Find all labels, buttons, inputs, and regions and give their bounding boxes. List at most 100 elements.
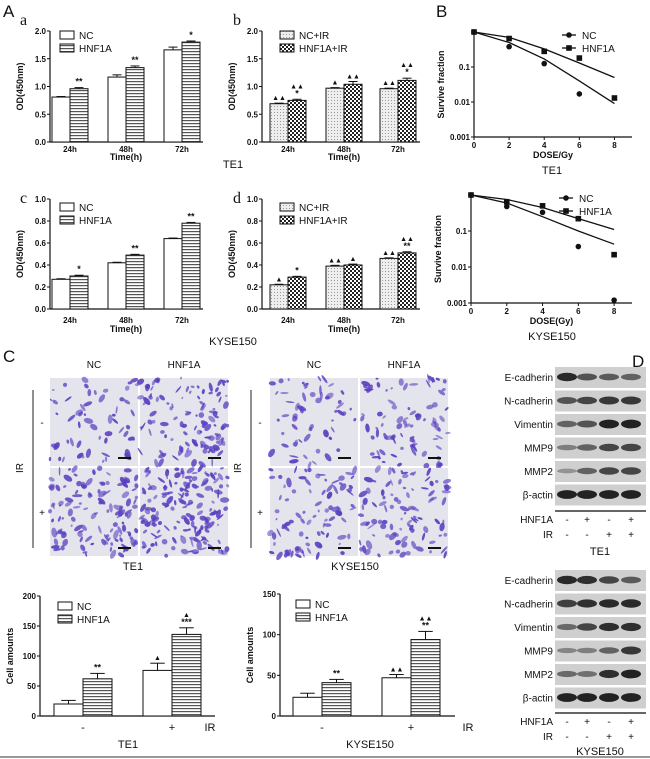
stained-cell bbox=[104, 437, 108, 444]
stained-cell bbox=[377, 553, 381, 558]
stained-cell bbox=[328, 383, 335, 387]
y-tick-label: 0 bbox=[32, 712, 37, 721]
x-tick-label: + bbox=[169, 722, 175, 734]
stained-cell bbox=[134, 495, 139, 500]
stained-cell bbox=[55, 412, 59, 416]
bar-NC bbox=[292, 696, 323, 717]
data-point-NC bbox=[539, 209, 546, 216]
y-tick-label: 0 bbox=[272, 712, 277, 721]
stained-cell bbox=[435, 434, 443, 440]
stained-cell bbox=[191, 483, 198, 489]
stained-cell bbox=[197, 395, 201, 400]
stained-cell bbox=[304, 468, 308, 473]
stained-cell bbox=[80, 481, 87, 490]
stained-cell bbox=[304, 386, 308, 389]
stained-cell bbox=[281, 443, 289, 448]
stained-cell bbox=[119, 534, 122, 537]
y-tick-label: 0.001 bbox=[450, 133, 471, 142]
x-axis-label: Time(h) bbox=[328, 152, 360, 162]
stained-cell bbox=[66, 439, 70, 444]
stained-cell bbox=[399, 551, 407, 558]
stained-cell bbox=[190, 385, 195, 389]
stained-cell bbox=[134, 528, 139, 534]
stained-cell bbox=[441, 388, 446, 392]
stained-cell bbox=[396, 416, 404, 424]
stained-cell bbox=[166, 402, 170, 405]
stained-cell bbox=[83, 401, 93, 407]
y-tick-label: 0.5 bbox=[35, 110, 47, 119]
stained-cell bbox=[375, 428, 380, 438]
stained-cell bbox=[331, 479, 340, 484]
stained-cell bbox=[320, 530, 325, 535]
stained-cell bbox=[398, 478, 402, 485]
stained-cell bbox=[283, 552, 289, 558]
stained-cell bbox=[50, 545, 60, 549]
condition-sign: + bbox=[628, 717, 634, 728]
column-label: NC bbox=[87, 360, 101, 371]
y-tick-label: 1.5 bbox=[247, 55, 259, 64]
bar-HNF1A+IR bbox=[287, 99, 307, 143]
protein-label: Vimentin bbox=[514, 623, 553, 634]
condition-sign: - bbox=[585, 732, 588, 743]
stained-cell bbox=[389, 504, 395, 510]
data-point-HNF1A bbox=[576, 55, 583, 61]
stained-cell bbox=[276, 551, 283, 561]
stained-cell bbox=[208, 448, 213, 452]
bar-NC bbox=[142, 669, 173, 717]
stained-cell bbox=[400, 432, 403, 438]
stained-cell bbox=[130, 409, 135, 417]
stained-cell bbox=[154, 534, 162, 540]
stained-cell bbox=[77, 531, 83, 537]
protein-band bbox=[621, 599, 641, 608]
data-point-HNF1A bbox=[611, 251, 617, 258]
stained-cell bbox=[202, 540, 208, 545]
stained-cell bbox=[113, 504, 123, 511]
stained-cell bbox=[210, 472, 216, 481]
stained-cell bbox=[385, 533, 390, 538]
stained-cell bbox=[218, 396, 222, 403]
protein-band bbox=[621, 443, 641, 452]
row-axis-label: IR bbox=[15, 463, 26, 473]
stained-cell bbox=[348, 484, 354, 489]
stained-cell bbox=[112, 522, 118, 527]
stained-cell bbox=[445, 431, 451, 435]
data-point-HNF1A bbox=[541, 48, 548, 55]
stained-cell bbox=[49, 398, 53, 401]
stained-cell bbox=[199, 547, 208, 551]
y-tick-label: 1.0 bbox=[247, 195, 259, 204]
data-point-NC bbox=[576, 91, 583, 97]
condition-sign: - bbox=[565, 515, 568, 526]
legend-swatch bbox=[57, 614, 73, 624]
stained-cell bbox=[208, 415, 216, 423]
stained-cell bbox=[220, 549, 224, 555]
stained-cell bbox=[93, 389, 97, 396]
stained-cell bbox=[409, 424, 414, 428]
legend-label: NC+IR bbox=[299, 31, 329, 42]
stained-cell bbox=[52, 399, 59, 405]
stained-cell bbox=[161, 502, 169, 507]
stained-cell bbox=[79, 403, 86, 412]
stained-cell bbox=[142, 529, 148, 534]
y-tick-label: 1.0 bbox=[247, 83, 259, 92]
stained-cell bbox=[177, 492, 184, 498]
cell-line-label-C1: TE1 bbox=[118, 739, 138, 751]
stained-cell bbox=[170, 438, 174, 441]
x-tick-label: 48h bbox=[119, 145, 133, 154]
stained-cell bbox=[435, 445, 442, 450]
stained-cell bbox=[269, 475, 276, 480]
bar-NC bbox=[381, 677, 412, 717]
legend-label: NC bbox=[79, 31, 93, 42]
stained-cell bbox=[353, 417, 357, 422]
stained-cell bbox=[275, 518, 278, 521]
stained-cell bbox=[405, 550, 411, 556]
stained-cell bbox=[395, 549, 401, 554]
stained-cell bbox=[110, 542, 114, 546]
stained-cell bbox=[412, 471, 416, 476]
x-tick-label: 24h bbox=[281, 316, 295, 325]
stained-cell bbox=[297, 405, 307, 412]
x-tick-label: 72h bbox=[175, 316, 189, 325]
condition-sign: + bbox=[606, 530, 612, 541]
bar-NC bbox=[51, 278, 71, 310]
stained-cell bbox=[375, 426, 379, 430]
stained-cell bbox=[170, 506, 175, 511]
